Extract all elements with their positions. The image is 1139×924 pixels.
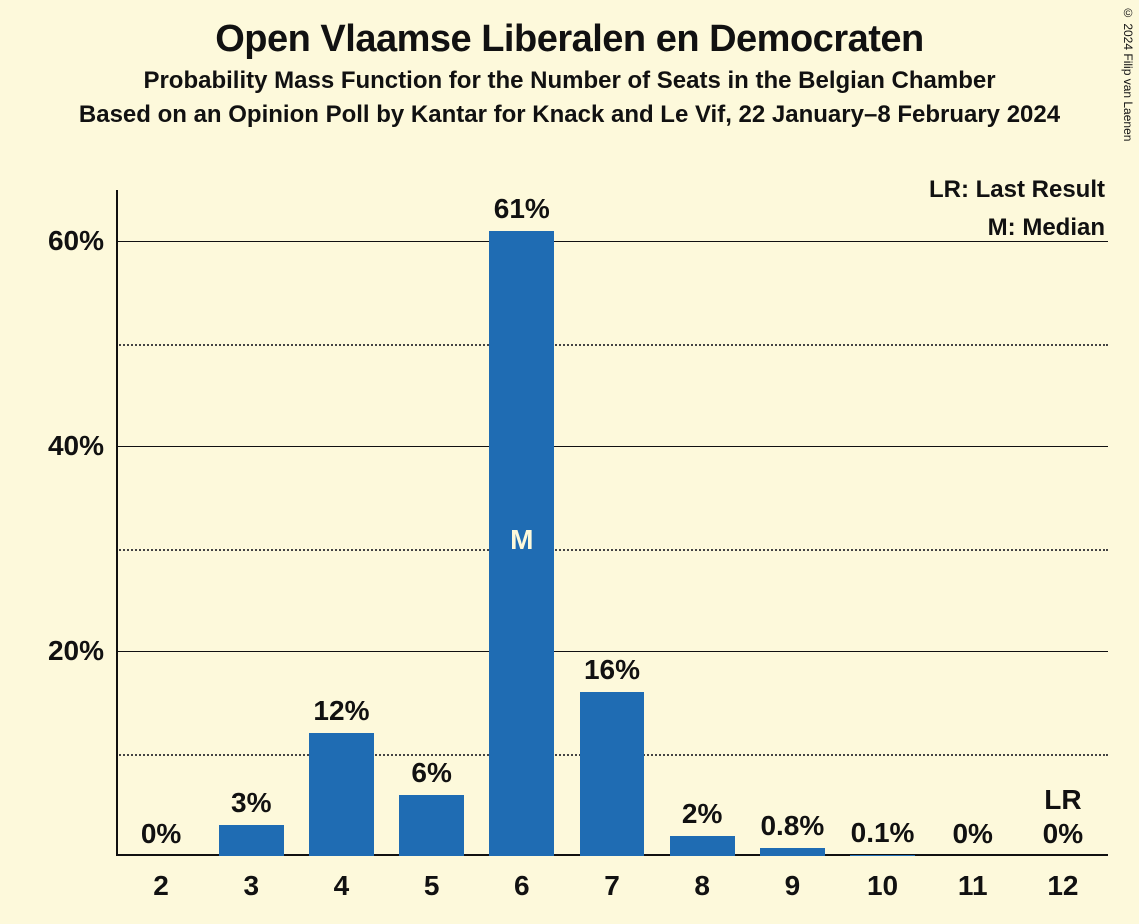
bar — [399, 795, 464, 856]
bar-value-label: 0.8% — [747, 810, 837, 842]
chart-container: © 2024 Filip van Laenen Open Vlaamse Lib… — [0, 0, 1139, 924]
x-tick-label: 7 — [604, 870, 620, 902]
y-tick-label: 60% — [48, 225, 104, 257]
gridline-major — [116, 651, 1108, 652]
x-tick-label: 2 — [153, 870, 169, 902]
bar-value-label: 0.1% — [837, 817, 927, 849]
y-axis — [116, 190, 118, 856]
bar-value-label: 2% — [657, 798, 747, 830]
bar-value-label: 0% — [116, 818, 206, 850]
gridline-minor — [116, 344, 1108, 346]
x-tick-label: 8 — [694, 870, 710, 902]
chart-title: Open Vlaamse Liberalen en Democraten — [0, 18, 1139, 61]
x-tick-label: 6 — [514, 870, 530, 902]
bar — [309, 733, 374, 856]
y-tick-label: 40% — [48, 430, 104, 462]
x-tick-label: 9 — [785, 870, 801, 902]
plot-area: 20%40%60%0%23%312%46%561%M616%72%80.8%90… — [116, 190, 1108, 856]
bar-value-label: 12% — [296, 695, 386, 727]
x-tick-label: 10 — [867, 870, 898, 902]
bar-value-label: 61% — [477, 193, 567, 225]
x-tick-label: 5 — [424, 870, 440, 902]
bar — [219, 825, 284, 856]
bar — [850, 855, 915, 856]
gridline-major — [116, 241, 1108, 242]
bar-value-label: 0% — [928, 818, 1018, 850]
y-tick-label: 20% — [48, 635, 104, 667]
bar — [760, 848, 825, 856]
chart-subtitle-1: Probability Mass Function for the Number… — [0, 67, 1139, 95]
bar-value-label: 0% — [1018, 818, 1108, 850]
chart-subtitle-2: Based on an Opinion Poll by Kantar for K… — [0, 101, 1139, 129]
gridline-major — [116, 446, 1108, 447]
x-tick-label: 3 — [243, 870, 259, 902]
title-block: Open Vlaamse Liberalen en Democraten Pro… — [0, 18, 1139, 129]
bar-value-label: 3% — [206, 787, 296, 819]
bar — [580, 692, 645, 856]
x-tick-label: 12 — [1047, 870, 1078, 902]
x-tick-label: 11 — [958, 870, 988, 902]
bar-value-label: 16% — [567, 654, 657, 686]
bar — [670, 836, 735, 856]
bar-value-label: 6% — [387, 757, 477, 789]
gridline-minor — [116, 549, 1108, 551]
median-label: M — [489, 524, 554, 556]
x-tick-label: 4 — [334, 870, 350, 902]
lr-label: LR — [1018, 784, 1108, 816]
